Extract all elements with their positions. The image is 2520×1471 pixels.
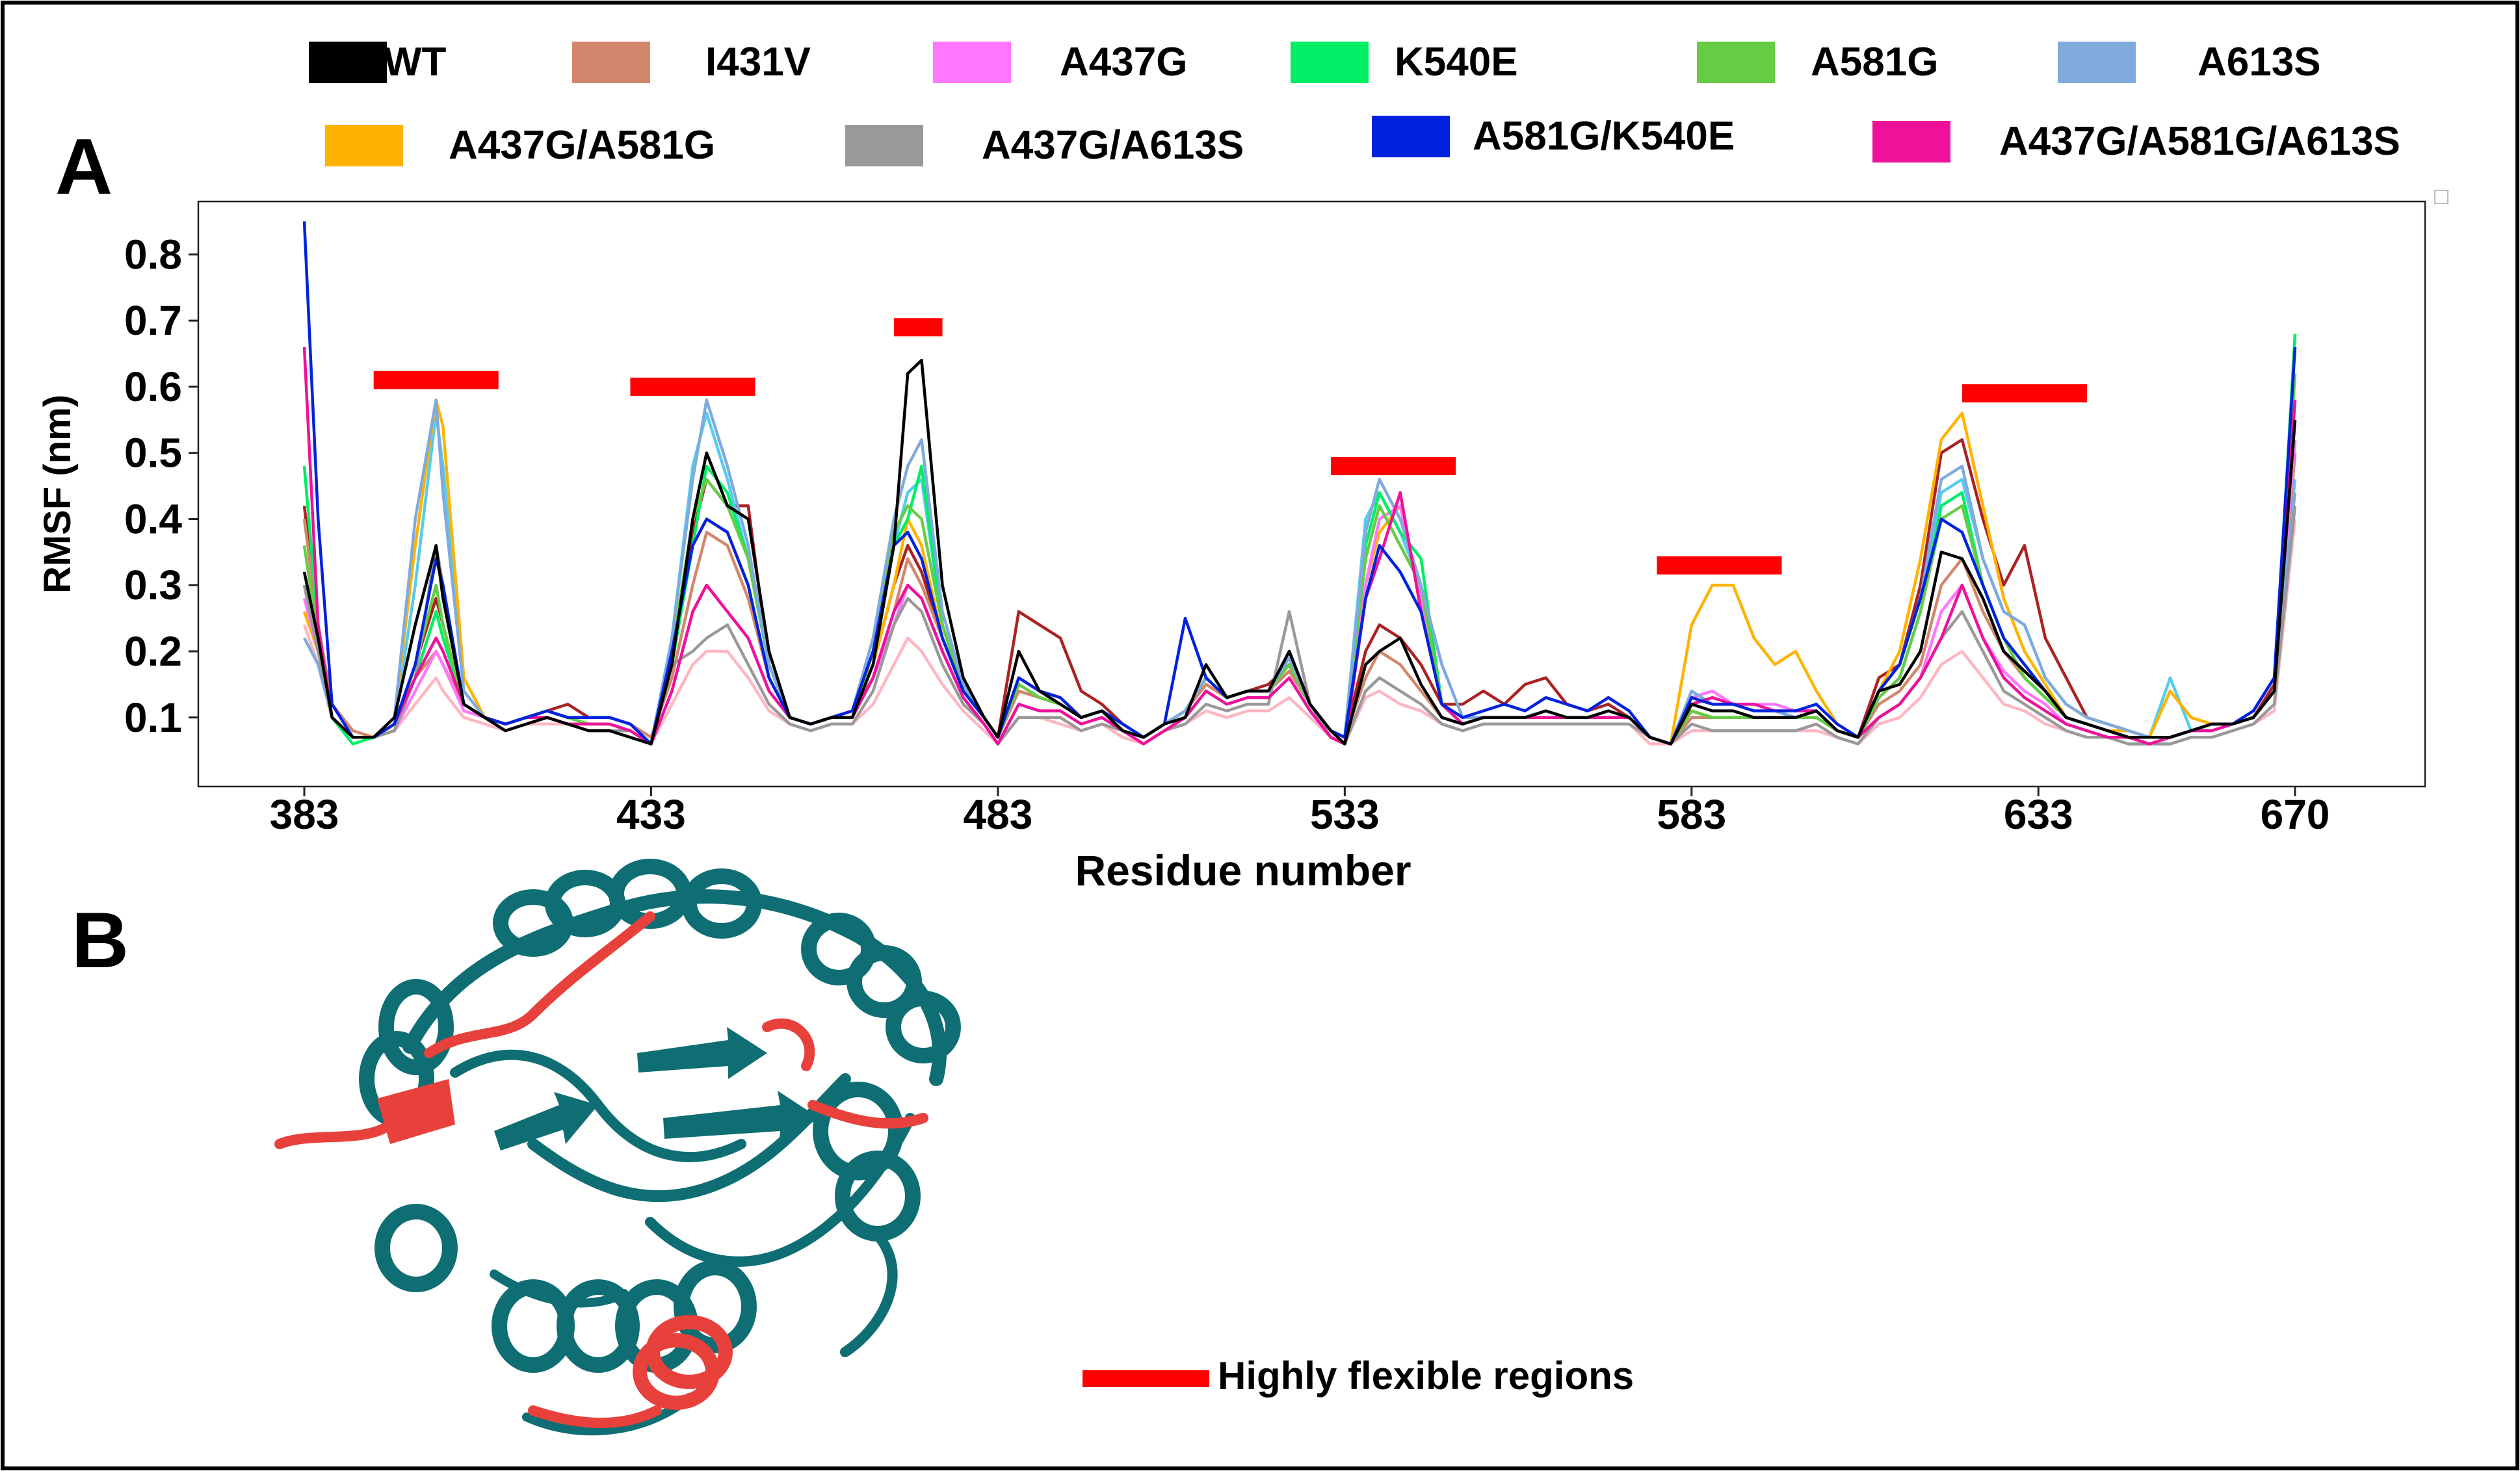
legend-label: I431V xyxy=(705,40,811,85)
legend-label: A581G/K540E xyxy=(1473,114,1735,159)
panel-a-label: A xyxy=(55,122,112,211)
x-tick-label: 633 xyxy=(2004,791,2073,838)
x-tick-label: 383 xyxy=(270,791,339,838)
y-tick-label: 0.4 xyxy=(124,495,182,542)
legend-toggle-box xyxy=(2434,190,2448,204)
flexible-region-marker xyxy=(893,318,943,337)
legend-swatch xyxy=(845,125,923,166)
y-tick-label: 0.2 xyxy=(124,628,182,675)
series-line-a437g-a581g-a613s xyxy=(302,346,2297,746)
flexible-region-marker xyxy=(1962,384,2087,403)
plot-area-frame xyxy=(197,200,2426,788)
legend-swatch xyxy=(1372,116,1450,157)
panel-b-label: B xyxy=(72,896,129,984)
x-tick-label: 533 xyxy=(1310,791,1380,838)
series-line-wt xyxy=(302,358,2297,746)
x-tick-label: 483 xyxy=(964,791,1033,838)
flexible-region-marker xyxy=(1331,457,1456,476)
legend-label: A581G xyxy=(1811,40,1938,85)
flexible-regions-legend-label: Highly flexible regions xyxy=(1218,1354,1634,1398)
x-axis-title: Residue number xyxy=(1075,846,1411,894)
series-line-a437g-a613s xyxy=(302,505,2297,746)
y-tick-label: 0.8 xyxy=(124,231,182,278)
flexible-region-markers xyxy=(373,318,2087,575)
legend-label: A437G/A581G/A613S xyxy=(1999,119,2400,164)
flexible-region-marker xyxy=(373,371,499,389)
legend-swatch xyxy=(1291,42,1369,83)
axes: 383 433 483 533 583 633 670 0.1 0.2 0.3 0.4 0.5 0.6 0… xyxy=(124,231,2330,838)
legend-label: A613S xyxy=(2198,40,2321,85)
chart-legend: WT I431V A437G K540E A581G A613S A437G/A581G A4… xyxy=(309,40,2400,168)
legend-swatch xyxy=(1872,121,1950,163)
y-tick-label: 0.3 xyxy=(124,562,182,608)
legend-swatch xyxy=(309,42,387,83)
legend-label: WT xyxy=(384,40,447,85)
protein-structure-illustration xyxy=(274,859,961,1436)
series-lines xyxy=(302,221,2297,746)
y-tick-label: 0.1 xyxy=(124,694,182,741)
legend-label: A437G/A581G xyxy=(449,123,715,168)
legend-swatch xyxy=(933,42,1011,83)
legend-label: K540E xyxy=(1395,40,1518,85)
legend-swatch xyxy=(1697,42,1775,83)
flexible-regions-legend-swatch xyxy=(1083,1370,1209,1387)
legend-label: A437G/A613S xyxy=(982,123,1244,168)
y-tick-label: 0.5 xyxy=(124,430,182,476)
legend-label: A437G xyxy=(1060,40,1187,85)
flexible-region-marker xyxy=(630,377,755,396)
flexible-region-marker xyxy=(1657,556,1782,575)
legend-swatch xyxy=(2058,42,2136,83)
y-tick-label: 0.7 xyxy=(124,297,182,344)
y-tick-label: 0.6 xyxy=(124,363,182,410)
y-axis-title: RMSF (nm) xyxy=(36,395,79,593)
legend-swatch xyxy=(572,42,650,83)
x-tick-label: 583 xyxy=(1657,791,1726,838)
x-tick-label: 433 xyxy=(616,791,686,838)
x-tick-label: 670 xyxy=(2261,791,2330,838)
legend-swatch xyxy=(325,125,403,166)
